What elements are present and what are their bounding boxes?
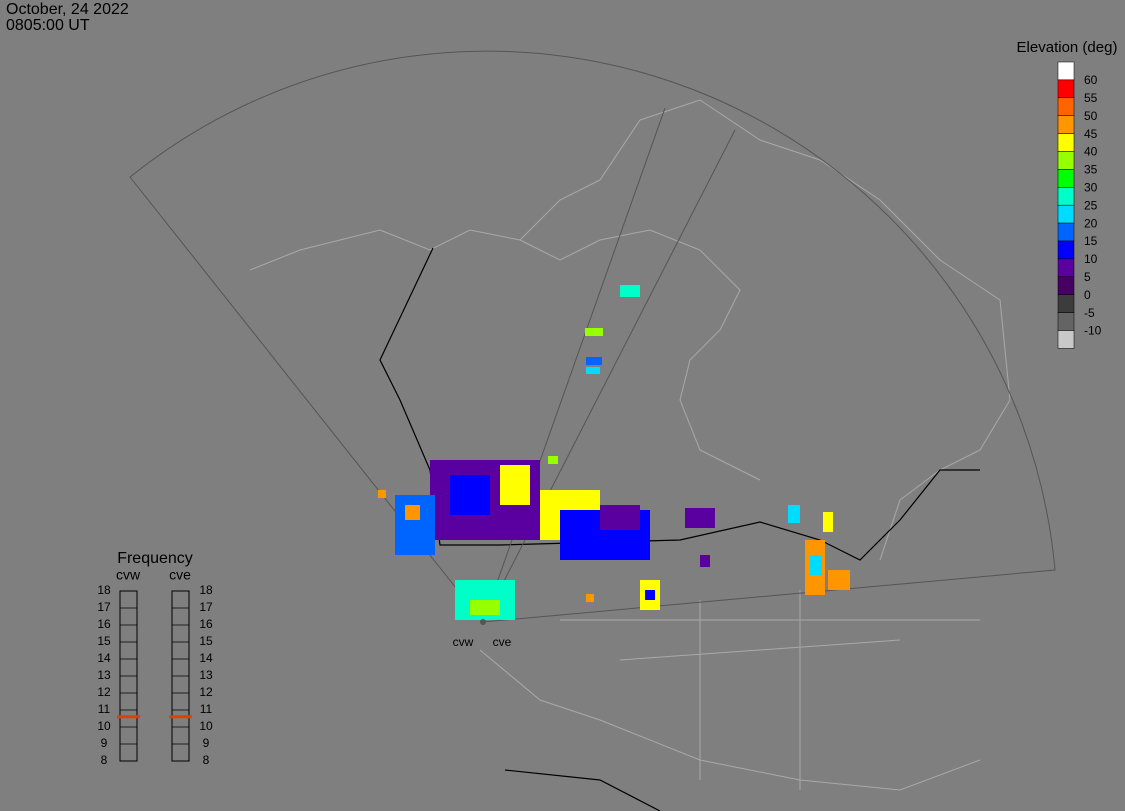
legend-label: 45: [1084, 127, 1098, 141]
frequency-tick-label: 12: [199, 685, 213, 699]
frequency-tick-label: 9: [101, 736, 108, 750]
legend-label: 50: [1084, 109, 1098, 123]
frequency-title: Frequency: [117, 550, 193, 567]
frequency-radar-name: cve: [169, 567, 191, 583]
frequency-tick-label: 17: [199, 600, 213, 614]
legend-label: 10: [1084, 252, 1098, 266]
legend-label: 0: [1084, 288, 1091, 302]
legend-swatch: [1057, 79, 1075, 99]
legend-swatch: [1057, 294, 1075, 313]
frequency-tick-label: 15: [97, 634, 111, 648]
legend-swatch: [1057, 151, 1075, 170]
frequency-tick-label: 18: [199, 583, 213, 597]
legend-label: 20: [1084, 216, 1098, 230]
frequency-tick-label: 13: [199, 668, 213, 682]
frequency-tick-label: 8: [101, 753, 108, 767]
frequency-tick-label: 9: [203, 736, 210, 750]
frequency-tick-label: 10: [97, 719, 111, 733]
radar-label: cvw: [453, 635, 474, 649]
legend-swatch: [1057, 97, 1075, 116]
frequency-tick-label: 13: [97, 668, 111, 682]
frequency-tick-label: 12: [97, 685, 111, 699]
frequency-tick-label: 11: [200, 702, 213, 716]
legend-label: 25: [1084, 198, 1098, 212]
legend-swatch: [1057, 169, 1075, 188]
frequency-radar-name: cvw: [116, 567, 141, 583]
frequency-tick-label: 17: [97, 600, 111, 614]
legend-label: 60: [1084, 73, 1098, 87]
echo-cells: [378, 285, 850, 620]
legend-swatch: [1057, 258, 1075, 278]
legend-label: -5: [1084, 306, 1095, 320]
legend-label: -10: [1084, 324, 1102, 338]
frequency-tick-label: 16: [199, 617, 213, 631]
legend-swatch: [1057, 222, 1075, 242]
legend-label: 15: [1084, 234, 1098, 248]
frequency-tick-label: 16: [97, 617, 111, 631]
legend-label: 30: [1084, 180, 1098, 194]
legend-swatch: [1057, 133, 1075, 152]
frequency-tick-label: 10: [199, 719, 213, 733]
legend-swatch: [1057, 330, 1075, 349]
frequency-tick-label: 14: [97, 651, 111, 665]
legend-swatch: [1057, 276, 1075, 295]
frequency-tick-label: 15: [199, 634, 213, 648]
legend-title: Elevation (deg): [1017, 39, 1118, 56]
legend-swatch: [1057, 115, 1075, 134]
radar-label: cve: [493, 635, 512, 649]
legend-swatch: [1057, 312, 1075, 331]
land-outlines: [249, 99, 1011, 791]
legend-swatch: [1057, 204, 1075, 224]
time-label: 0805:00 UT: [6, 17, 90, 34]
date-label: October, 24 2022: [6, 1, 129, 18]
legend-label: 40: [1084, 145, 1098, 159]
frequency-tick-label: 11: [98, 702, 111, 716]
legend-swatch: [1057, 61, 1075, 81]
legend-label: 5: [1084, 270, 1091, 284]
frequency-tick-label: 14: [199, 651, 213, 665]
frequency-tick-label: 8: [203, 753, 210, 767]
legend-swatch: [1057, 240, 1075, 260]
legend-label: 55: [1084, 91, 1098, 105]
legend-label: 35: [1084, 163, 1098, 177]
legend-swatch: [1057, 187, 1075, 206]
radar-site: [480, 619, 486, 625]
frequency-tick-label: 18: [97, 583, 111, 597]
borders: [379, 247, 980, 811]
